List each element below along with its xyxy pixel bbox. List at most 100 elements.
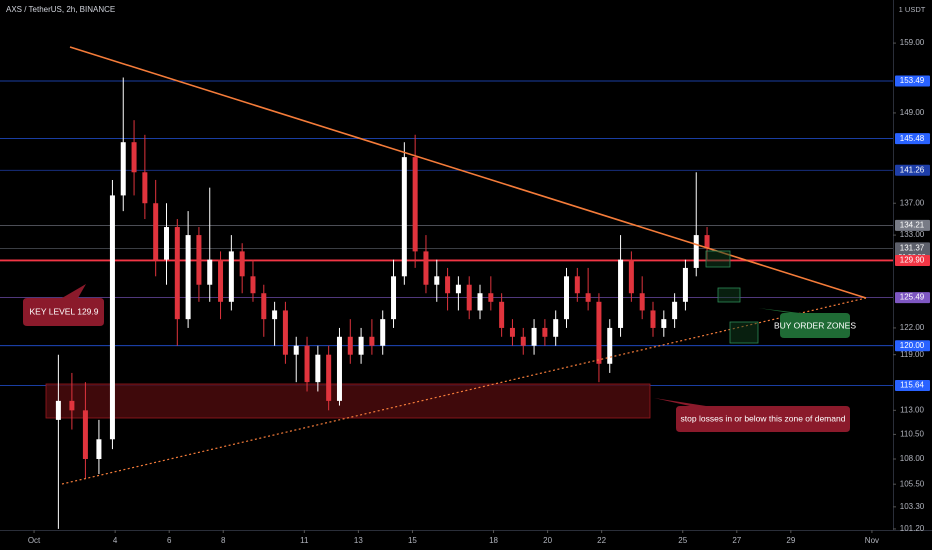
x-tick-label: 15 <box>408 536 417 545</box>
candle-body <box>607 327 613 364</box>
buy-zone <box>729 321 759 344</box>
candle-body <box>520 336 526 346</box>
candle-body <box>693 235 699 268</box>
y-tick-label: 137.00 <box>900 198 925 207</box>
y-tick-label: 133.00 <box>900 230 925 239</box>
candle-body <box>109 195 115 440</box>
price-label-box <box>895 292 930 304</box>
candle-body <box>69 400 75 411</box>
x-tick-label: Oct <box>28 536 41 545</box>
y-tick-label: 110.50 <box>900 430 924 439</box>
y-tick-label: 101.20 <box>900 524 925 533</box>
candle-body <box>423 251 429 285</box>
candle-body <box>142 172 148 204</box>
buy-zone <box>717 287 741 303</box>
candle-body <box>261 293 267 320</box>
x-tick-label: 13 <box>354 536 363 545</box>
candle-body <box>282 310 288 355</box>
candle-body <box>650 310 656 328</box>
x-tick-label: 6 <box>167 536 172 545</box>
candle-body <box>488 293 494 302</box>
annotation: stop losses in or below this zone of dem… <box>681 413 846 423</box>
price-label: 145.48 <box>900 134 925 143</box>
x-tick-label: 20 <box>543 536 552 545</box>
x-tick-label: 18 <box>489 536 498 545</box>
candle-body <box>250 276 256 294</box>
price-label-box <box>895 133 930 145</box>
buy-zone <box>705 250 731 268</box>
price-label-box <box>895 380 930 392</box>
candle-body <box>391 276 397 320</box>
candle-body <box>455 284 461 294</box>
price-label-box <box>895 164 930 176</box>
candle-body <box>96 439 102 460</box>
candle-body <box>466 284 472 311</box>
candle-body <box>434 276 440 285</box>
currency-label: 1 USDT <box>899 5 926 14</box>
price-label: 134.21 <box>900 220 925 229</box>
candle-body <box>196 235 202 285</box>
candle-body <box>596 301 602 364</box>
price-label-box <box>895 340 930 352</box>
y-tick-label: 105.50 <box>900 479 925 488</box>
candle-body <box>207 259 213 285</box>
candle-body <box>315 354 321 383</box>
candle-body <box>272 310 278 320</box>
price-label: 153.49 <box>900 76 925 85</box>
y-tick-label: 149.00 <box>900 108 925 117</box>
candle-body <box>477 293 483 311</box>
y-tick-label: 119.00 <box>900 350 924 359</box>
candle-body <box>639 293 645 311</box>
candle-body <box>153 203 159 260</box>
candle-body <box>347 336 353 355</box>
y-tick-label: 108.00 <box>900 454 925 463</box>
candle-body <box>228 251 234 302</box>
x-tick-label: 27 <box>732 536 741 545</box>
candle-body <box>82 410 88 460</box>
candle-body <box>628 259 634 294</box>
x-tick-label: 25 <box>678 536 687 545</box>
x-tick-label: 11 <box>300 536 309 545</box>
candle-body <box>55 400 61 420</box>
candle-body <box>542 327 548 337</box>
candle-body <box>304 345 310 383</box>
annotation: BUY ORDER ZONES <box>774 320 856 330</box>
y-tick-label: 159.00 <box>900 38 925 47</box>
candle-body <box>531 327 537 346</box>
price-label: 129.90 <box>900 256 925 265</box>
candle-body <box>380 319 386 346</box>
candle-body <box>672 301 678 320</box>
candle-body <box>163 227 169 260</box>
candle-body <box>564 276 570 320</box>
candle-body <box>499 301 505 328</box>
callout-stop-losses <box>654 398 850 432</box>
resistance-trendline <box>69 46 867 299</box>
candle-body <box>218 259 224 302</box>
price-label: 125.49 <box>900 293 925 302</box>
candle-body <box>358 336 364 355</box>
candle-body <box>574 276 580 294</box>
candle-body <box>185 235 191 320</box>
price-label-box <box>895 254 930 266</box>
y-tick-label: 103.30 <box>900 502 925 511</box>
price-label-box <box>895 75 930 87</box>
candle-body <box>369 336 375 346</box>
candles <box>55 77 710 529</box>
chart-title: AXS / TetherUS, 2h, BINANCE <box>6 5 115 14</box>
candle-body <box>336 336 342 401</box>
axis: 159.00 149.00 137.00 133.00 122.00 119.00 113.… <box>28 38 930 545</box>
y-tick-label: 113.00 <box>900 405 924 414</box>
annotation: KEY LEVEL 129.9 <box>30 306 99 316</box>
candle-body <box>239 251 245 277</box>
candle-body <box>293 345 299 355</box>
candle-body <box>412 157 418 252</box>
candle-body <box>682 267 688 302</box>
demand-zone <box>45 383 651 419</box>
candle-body <box>618 259 624 328</box>
price-label: 141.26 <box>900 165 925 174</box>
callout-buy-zones <box>758 308 850 338</box>
price-label: 115.64 <box>900 381 924 390</box>
candle-body <box>120 142 126 196</box>
